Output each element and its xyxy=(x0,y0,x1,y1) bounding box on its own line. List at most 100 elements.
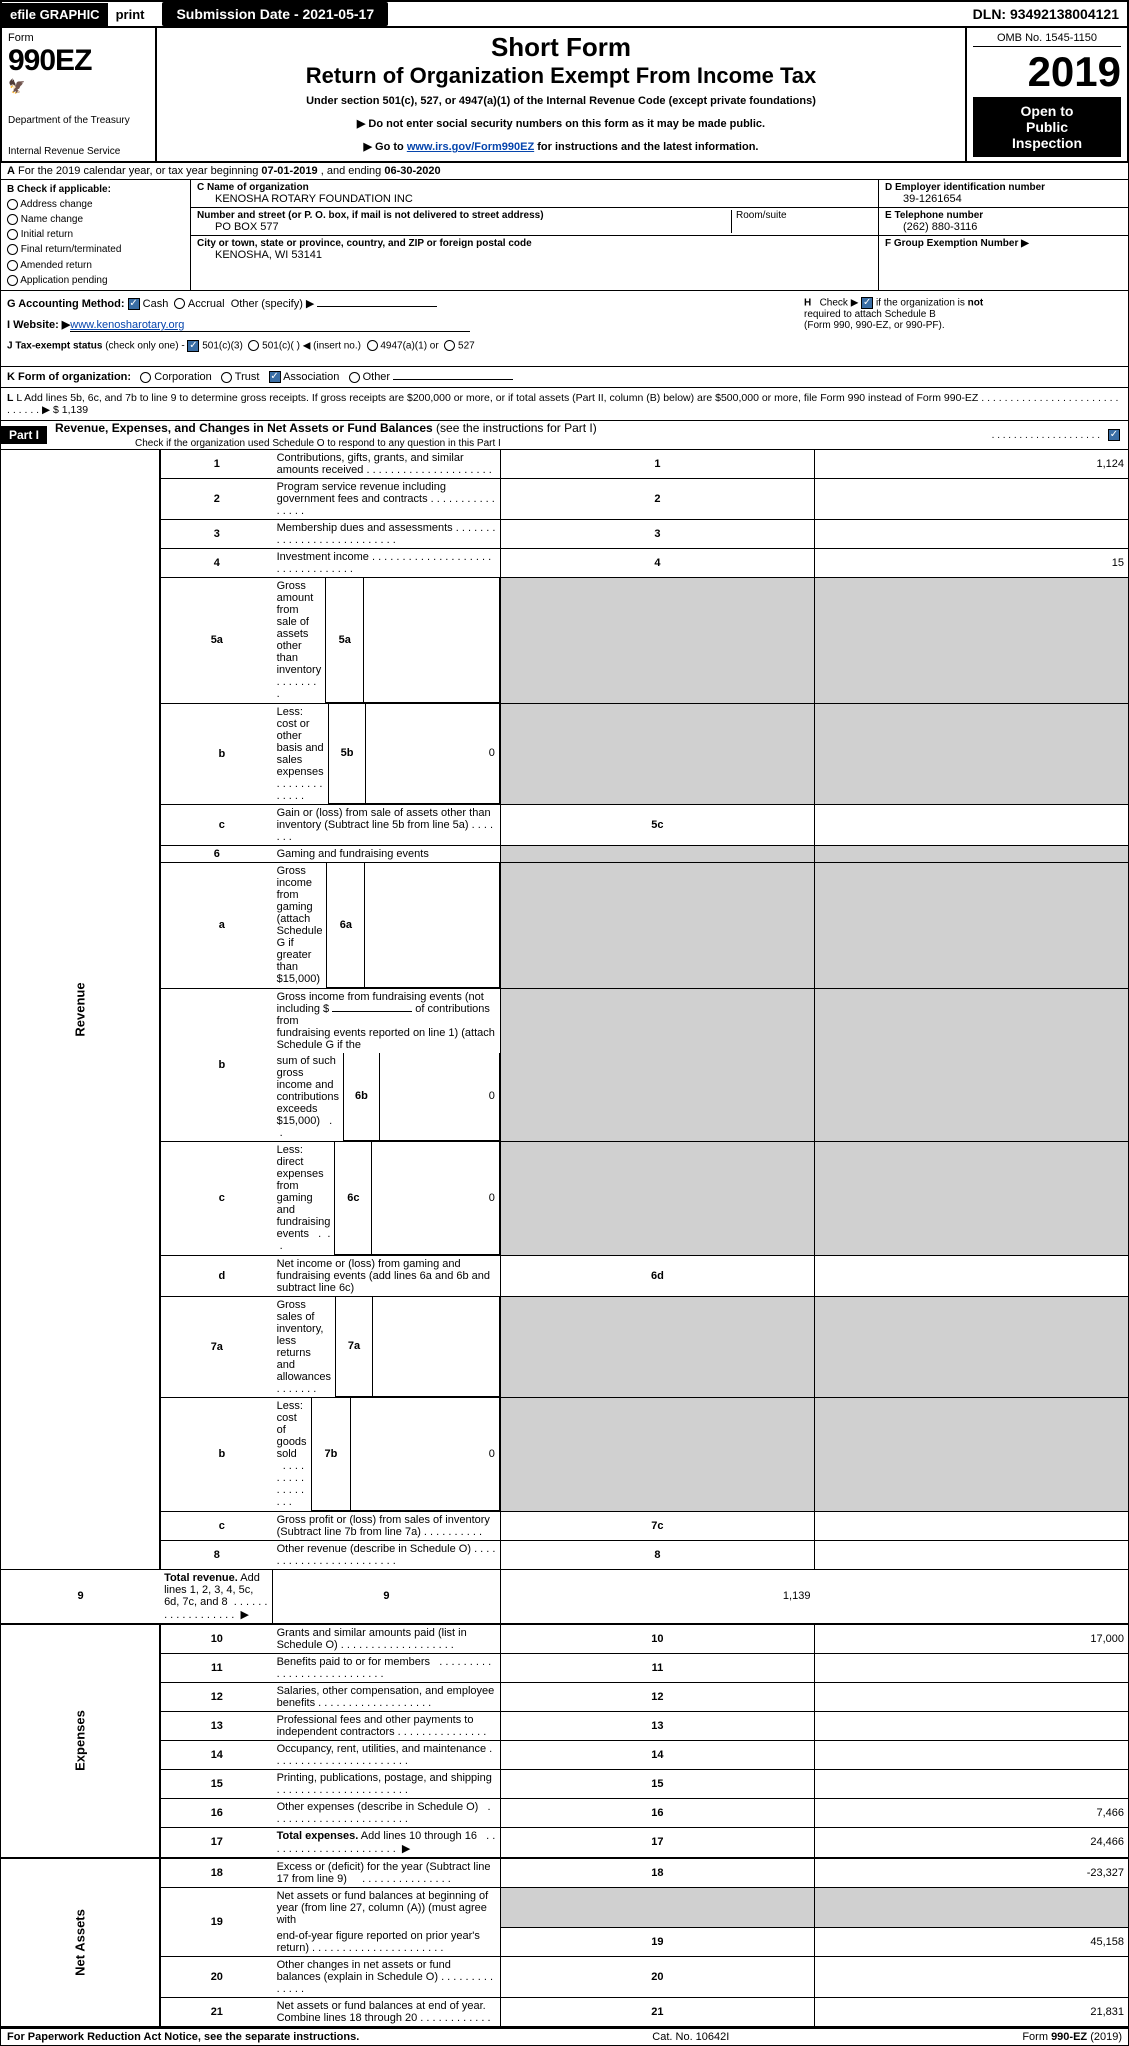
k-other-input[interactable] xyxy=(393,379,513,380)
line-value-grey xyxy=(814,703,1128,805)
contribution-amount-input[interactable] xyxy=(332,1011,412,1012)
footer-post: (2019) xyxy=(1087,2031,1122,2043)
radio-icon[interactable] xyxy=(221,372,232,383)
line-num: a xyxy=(160,863,273,989)
footer-cat-no: Cat. No. 10642I xyxy=(652,2031,729,2043)
line-value xyxy=(814,1711,1128,1740)
line-ref-grey xyxy=(500,863,814,989)
chk-amended-return[interactable]: Amended return xyxy=(7,260,184,271)
table-row: 3Membership dues and assessments . . . .… xyxy=(1,520,1129,549)
chk-501c3[interactable] xyxy=(187,340,199,352)
print-button[interactable]: print xyxy=(108,3,153,26)
topbar-left: efile GRAPHIC print Submission Date - 20… xyxy=(2,2,388,26)
radio-icon xyxy=(7,275,18,286)
line-num: c xyxy=(160,805,273,846)
radio-icon xyxy=(7,260,18,271)
row-k-form-org: K Form of organization: Corporation Trus… xyxy=(0,367,1129,388)
part-i-note: (see the instructions for Part I) xyxy=(436,421,597,435)
efile-button[interactable]: efile GRAPHIC xyxy=(2,3,108,26)
g-other-input[interactable] xyxy=(317,306,437,307)
chk-initial-return[interactable]: Initial return xyxy=(7,229,184,240)
radio-icon[interactable] xyxy=(248,340,259,351)
topbar: efile GRAPHIC print Submission Date - 20… xyxy=(0,0,1129,28)
line-value xyxy=(814,1653,1128,1682)
title-cell: Short Form Return of Organization Exempt… xyxy=(157,28,967,161)
chk-association[interactable] xyxy=(269,371,281,383)
row-a-label: A xyxy=(7,165,15,177)
line-value: 21,831 xyxy=(814,1997,1128,2026)
line-value xyxy=(814,479,1128,520)
line-ref-grey xyxy=(500,846,814,863)
line-desc: Membership dues and assessments . . . . … xyxy=(273,520,501,549)
radio-icon[interactable] xyxy=(444,340,455,351)
k-other: Other xyxy=(363,371,391,383)
line-ref: 20 xyxy=(500,1956,814,1997)
ssn-warning: ▶ Do not enter social security numbers o… xyxy=(165,117,957,130)
line-desc: Other changes in net assets or fund bala… xyxy=(273,1956,501,1997)
radio-icon[interactable] xyxy=(140,372,151,383)
dept-treasury: Department of the Treasury xyxy=(8,115,149,126)
j-501c3-label: 501(c)(3) xyxy=(202,341,243,352)
chk-label: Initial return xyxy=(21,229,73,240)
line-desc: Less: direct expenses from gaming and fu… xyxy=(273,1142,501,1256)
chk-final-return[interactable]: Final return/terminated xyxy=(7,244,184,255)
chk-h-not-required[interactable] xyxy=(861,297,873,309)
l-text: L Add lines 5b, 6c, and 7b to line 9 to … xyxy=(16,392,978,404)
chk-part-i-schedule-o[interactable] xyxy=(1108,429,1120,441)
website-link[interactable]: www.kenosharotary.org xyxy=(70,319,184,331)
line-desc: Net assets or fund balances at end of ye… xyxy=(273,1997,501,2026)
table-row: 14Occupancy, rent, utilities, and mainte… xyxy=(1,1740,1129,1769)
line-desc: Professional fees and other payments to … xyxy=(273,1711,501,1740)
line-num: 21 xyxy=(160,1997,273,2026)
main-title: Return of Organization Exempt From Incom… xyxy=(165,63,957,89)
chk-application-pending[interactable]: Application pending xyxy=(7,275,184,286)
h-box: H Check ▶ if the organization is not req… xyxy=(798,291,1128,366)
line-value: -23,327 xyxy=(814,1858,1128,1888)
mid-num: 7b xyxy=(311,1398,351,1510)
row-a-tax-year: A For the 2019 calendar year, or tax yea… xyxy=(0,163,1129,180)
line-desc: sum of such gross income and contributio… xyxy=(273,1053,501,1142)
chk-cash[interactable] xyxy=(128,298,140,310)
d-ein-cell: D Employer identification number 39-1261… xyxy=(879,180,1128,208)
subtitle: Under section 501(c), 527, or 4947(a)(1)… xyxy=(165,95,957,107)
mid-value: 0 xyxy=(351,1398,500,1510)
h-post: if the organization is xyxy=(876,297,968,308)
table-row: c Less: direct expenses from gaming and … xyxy=(1,1142,1129,1256)
inspection-line3: Inspection xyxy=(973,135,1121,151)
chk-label: Application pending xyxy=(20,275,107,286)
l-amount: $ 1,139 xyxy=(53,404,88,416)
line-num: d xyxy=(160,1255,273,1296)
line-value xyxy=(814,1769,1128,1798)
table-row: b Gross income from fundraising events (… xyxy=(1,988,1129,1053)
net-assets-side-label: Net Assets xyxy=(1,1858,161,2027)
c-name-label: C Name of organization xyxy=(197,182,872,193)
line-ref: 8 xyxy=(500,1540,814,1569)
c-city-row: City or town, state or province, country… xyxy=(191,236,878,263)
c-name-row: C Name of organization KENOSHA ROTARY FO… xyxy=(191,180,878,208)
radio-icon[interactable] xyxy=(367,340,378,351)
chk-name-change[interactable]: Name change xyxy=(7,214,184,225)
mid-value xyxy=(365,863,500,987)
goto-post: for instructions and the latest informat… xyxy=(534,141,758,153)
line-desc: Contributions, gifts, grants, and simila… xyxy=(273,450,501,479)
line-num: 4 xyxy=(160,549,273,578)
line-num: 7a xyxy=(160,1296,273,1398)
line-num: 5a xyxy=(160,578,273,704)
line-num: 2 xyxy=(160,479,273,520)
line-num: 10 xyxy=(160,1624,273,1654)
line-value xyxy=(814,520,1128,549)
k-association: Association xyxy=(283,371,339,383)
org-name: KENOSHA ROTARY FOUNDATION INC xyxy=(197,193,872,205)
radio-icon[interactable] xyxy=(349,372,360,383)
table-row: Revenue 1Contributions, gifts, grants, a… xyxy=(1,450,1129,479)
table-row: 9Total revenue. Add lines 1, 2, 3, 4, 5c… xyxy=(1,1569,1129,1624)
part-i-sub: Check if the organization used Schedule … xyxy=(55,438,501,449)
chk-address-change[interactable]: Address change xyxy=(7,199,184,210)
table-row: 13Professional fees and other payments t… xyxy=(1,1711,1129,1740)
line-desc: Other expenses (describe in Schedule O) … xyxy=(273,1798,501,1827)
irs-link[interactable]: www.irs.gov/Form990EZ xyxy=(407,141,534,153)
line-value xyxy=(814,1540,1128,1569)
radio-icon[interactable] xyxy=(174,298,185,309)
line-value: 17,000 xyxy=(814,1624,1128,1654)
line-num: 19 xyxy=(160,1887,273,1956)
